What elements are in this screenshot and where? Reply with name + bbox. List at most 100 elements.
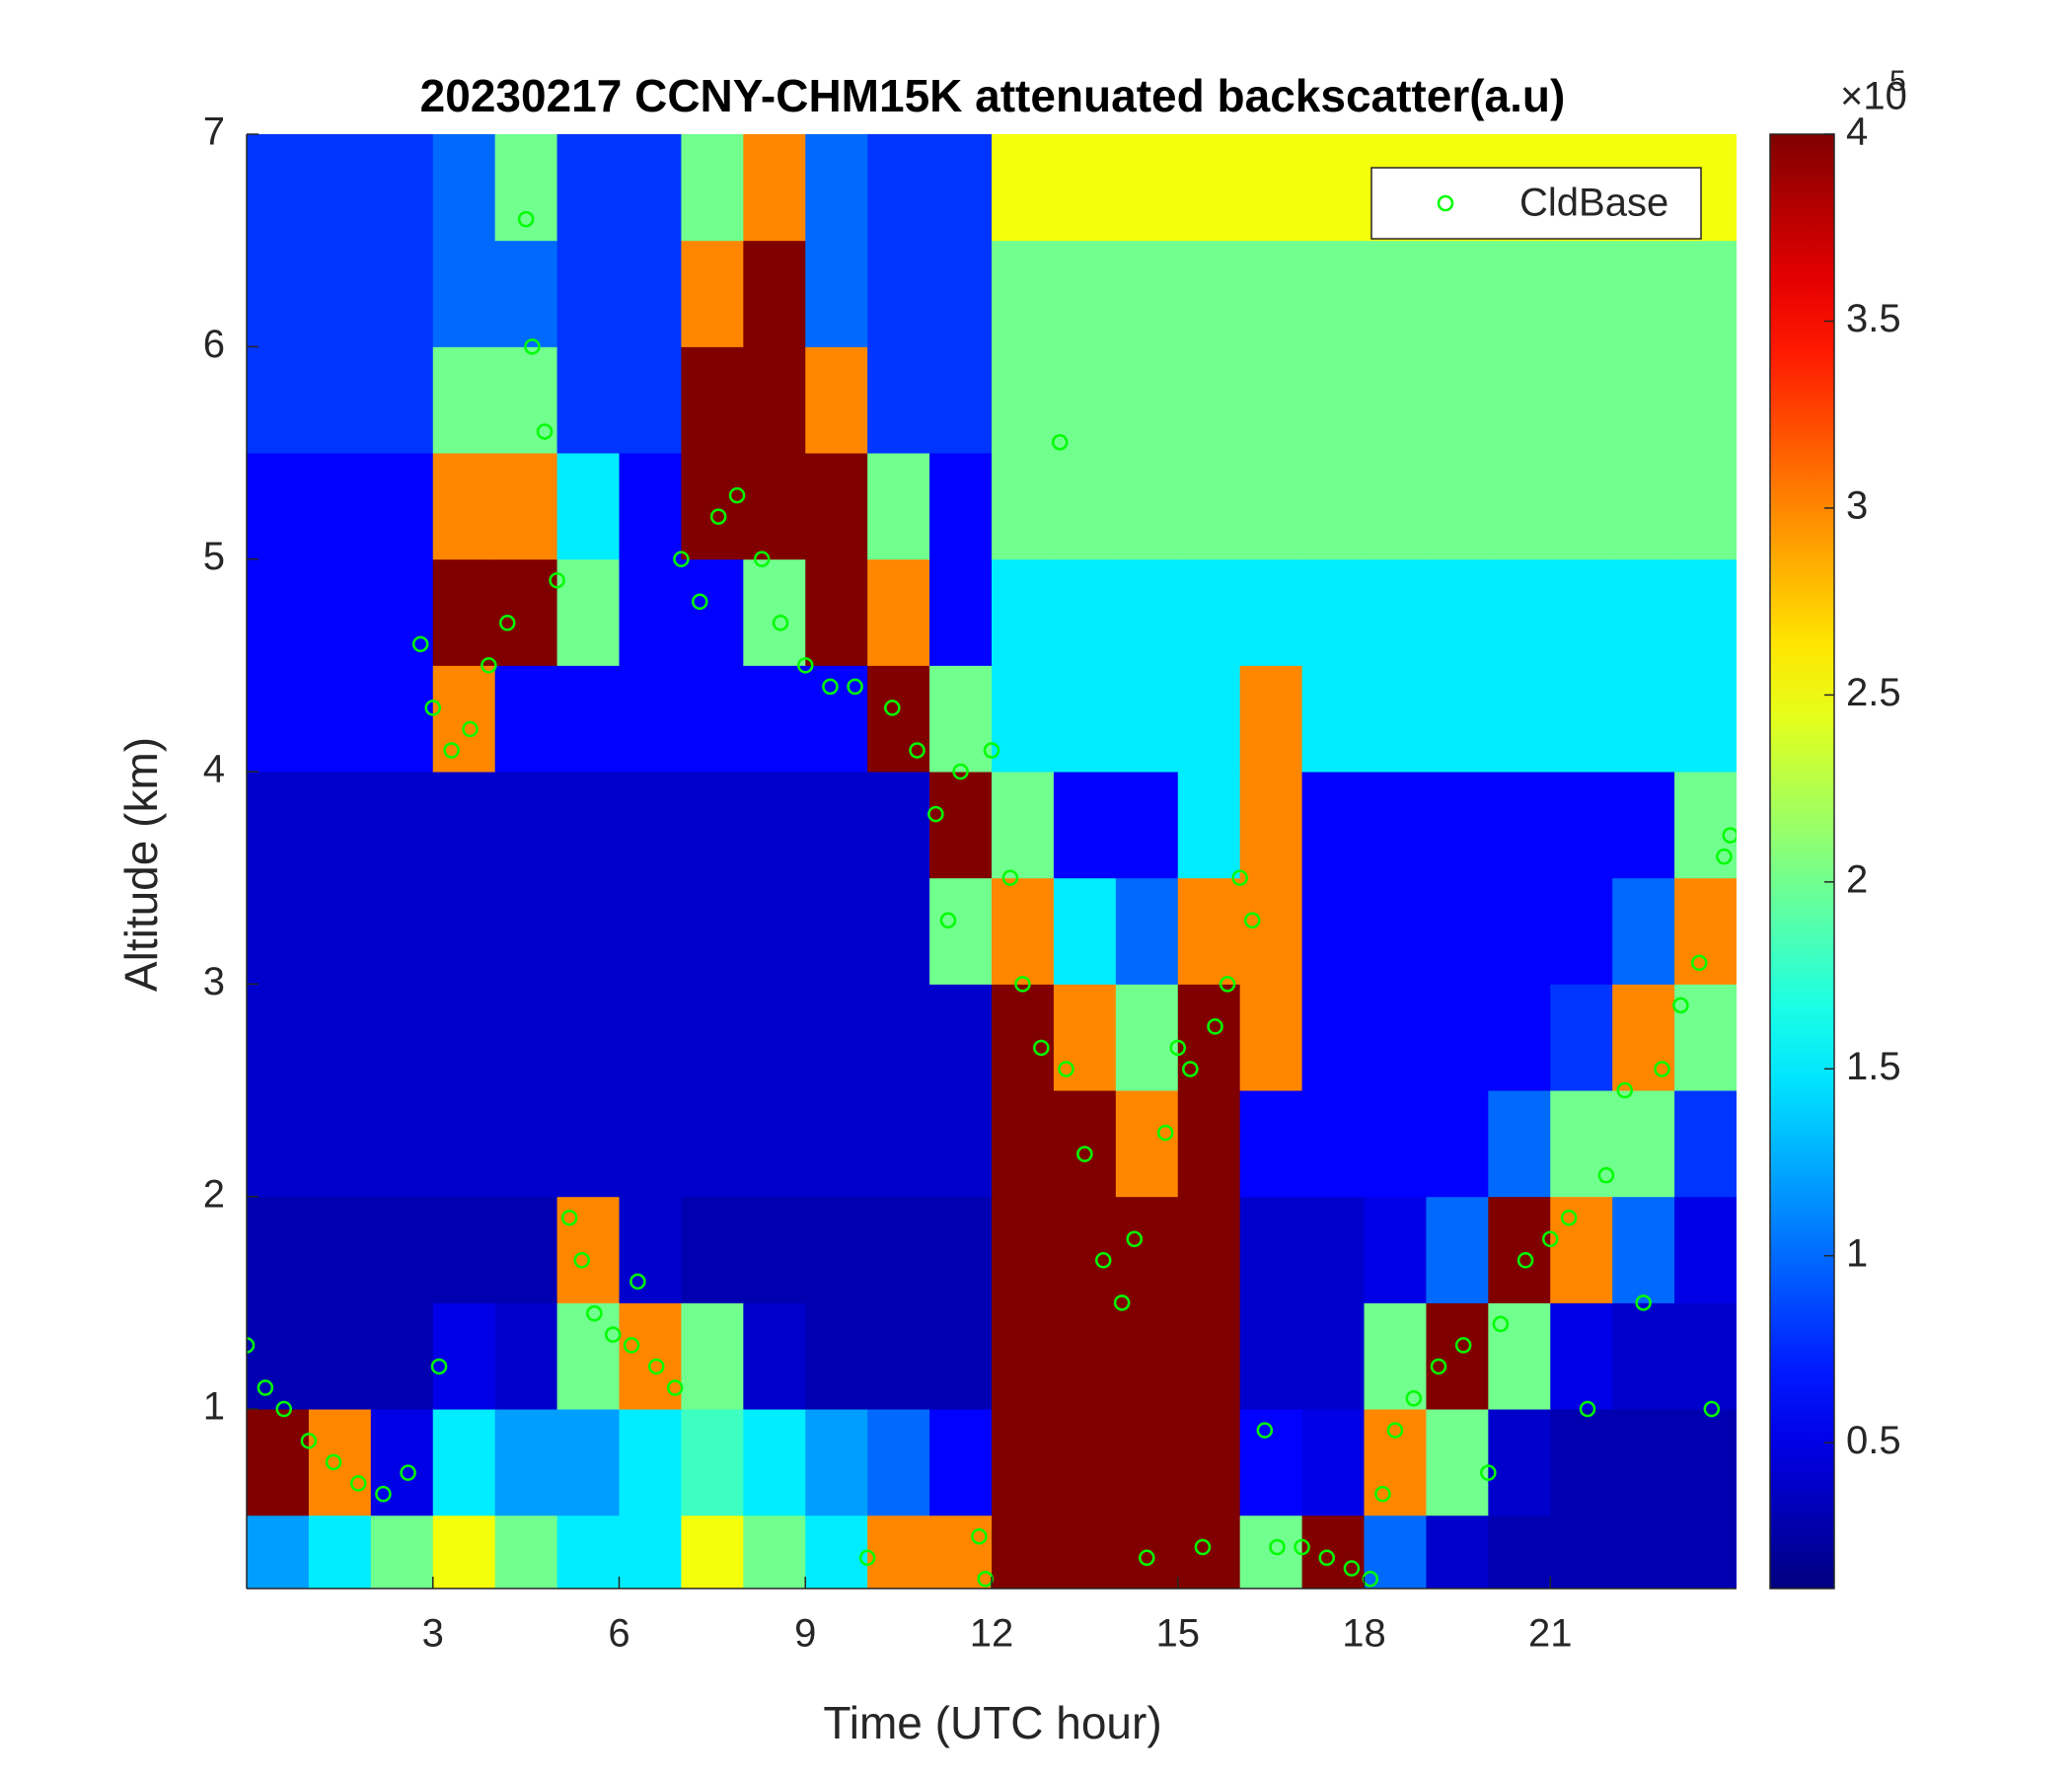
heatmap-cell: [494, 134, 558, 242]
heatmap-cell: [681, 772, 744, 879]
heatmap-cell: [247, 1409, 310, 1517]
heatmap-cell: [1612, 1196, 1675, 1303]
heatmap-cell: [992, 984, 1055, 1091]
colorbar-tick-label: 4: [1846, 111, 1868, 154]
cloud-base-point: [983, 742, 1000, 759]
heatmap-cell: [1550, 1302, 1613, 1410]
heatmap-cell: [1115, 665, 1179, 773]
heatmap-cell: [1426, 665, 1489, 773]
heatmap-cell: [619, 984, 682, 1091]
heatmap-cell: [1301, 453, 1365, 560]
cloud-base-point: [753, 551, 771, 567]
heatmap-cell: [1612, 877, 1675, 985]
heatmap-cell: [432, 984, 496, 1091]
cloud-base-point: [1691, 954, 1708, 972]
heatmap-cell: [556, 877, 620, 985]
heatmap-cell: [1612, 1090, 1675, 1198]
heatmap-cell: [556, 772, 620, 879]
heatmap-cell: [805, 134, 868, 242]
heatmap-cell: [867, 346, 930, 454]
cloud-base-point: [692, 593, 708, 610]
chart-title: 20230217 CCNY-CHM15K attenuated backscat…: [420, 70, 1566, 121]
cloud-base-point: [1194, 1538, 1212, 1556]
heatmap-cell: [743, 134, 806, 242]
cloud-base-point: [1492, 1315, 1510, 1333]
heatmap-cell: [805, 1302, 868, 1410]
heatmap-cell: [1239, 1302, 1303, 1410]
heatmap-cell: [867, 1302, 930, 1410]
cloud-base-point: [257, 1379, 274, 1396]
heatmap-cell: [1364, 665, 1427, 773]
cloud-base-point: [1480, 1464, 1497, 1481]
heatmap-cell: [308, 1090, 372, 1198]
heatmap-cell: [1426, 346, 1489, 454]
cloud-base-point: [772, 615, 789, 631]
heatmap-cell: [494, 1196, 558, 1303]
cloud-base-point: [1722, 827, 1737, 844]
cloud-base-point: [1430, 1358, 1447, 1375]
heatmap-cell: [1239, 134, 1303, 242]
heatmap-cell: [743, 346, 806, 454]
heatmap-cell: [494, 240, 558, 347]
heatmap-cell: [247, 984, 310, 1091]
cloud-base-point: [1095, 1252, 1112, 1269]
heatmap-cell: [1239, 1409, 1303, 1517]
heatmap-cell: [370, 346, 434, 454]
heatmap-cell: [929, 1090, 993, 1198]
heatmap-cell: [432, 1196, 496, 1303]
heatmap-cell: [619, 240, 682, 347]
heatmap-cell: [247, 1515, 310, 1589]
cloud-base-point: [797, 657, 814, 674]
heatmap-cell: [867, 453, 930, 560]
heatmap-cell: [867, 1515, 930, 1589]
heatmap-cell: [1177, 772, 1241, 879]
heatmap-cell: [992, 240, 1055, 347]
heatmap-cell: [867, 877, 930, 985]
heatmap-cell: [494, 984, 558, 1091]
heatmap-cell: [619, 558, 682, 666]
heatmap-cell: [1053, 772, 1117, 879]
heatmap-cell: [805, 1090, 868, 1198]
heatmap-cell: [992, 1302, 1055, 1410]
heatmap-cell: [432, 346, 496, 454]
heatmap-cell: [1053, 558, 1117, 666]
heatmap-cell: [619, 665, 682, 773]
legend-label: CldBase: [1519, 182, 1668, 225]
heatmap-cell: [805, 984, 868, 1091]
cloud-base-point: [1076, 1146, 1093, 1162]
heatmap-cell: [1612, 984, 1675, 1091]
heatmap-cell: [556, 1196, 620, 1303]
colorbar: [1769, 133, 1835, 1590]
heatmap-cell: [1674, 346, 1737, 454]
heatmap-cell: [681, 665, 744, 773]
heatmap-cell: [1674, 1090, 1737, 1198]
heatmap-cell: [1301, 772, 1365, 879]
cloud-base-point: [1386, 1422, 1404, 1439]
cloud-base-point: [822, 678, 839, 696]
cloud-base-point: [1156, 1124, 1174, 1142]
heatmap-cell: [867, 240, 930, 347]
colorbar-exponent: 5: [1889, 65, 1906, 98]
cloud-base-point: [400, 1464, 416, 1481]
heatmap-cell: [992, 346, 1055, 454]
heatmap-cell: [1053, 240, 1117, 347]
heatmap-cell: [1550, 1090, 1613, 1198]
heatmap-cell: [1053, 1196, 1117, 1303]
heatmap-cell: [681, 877, 744, 985]
heatmap-cell: [1364, 558, 1427, 666]
cloud-base-point: [424, 700, 441, 716]
heatmap-cell: [992, 453, 1055, 560]
heatmap-cell: [619, 1515, 682, 1589]
cloud-base-point: [952, 763, 969, 780]
heatmap-cell: [247, 134, 310, 242]
cloud-base-point: [648, 1358, 665, 1375]
heatmap-cell: [1177, 665, 1241, 773]
cloud-base-point: [560, 1209, 578, 1226]
cloud-base-point: [1343, 1560, 1361, 1577]
heatmap-cell: [1301, 1196, 1365, 1303]
heatmap-cell: [681, 558, 744, 666]
heatmap-cell: [370, 665, 434, 773]
heatmap-cell: [929, 558, 993, 666]
cloud-base-point: [1703, 1400, 1721, 1418]
heatmap-cell: [432, 240, 496, 347]
